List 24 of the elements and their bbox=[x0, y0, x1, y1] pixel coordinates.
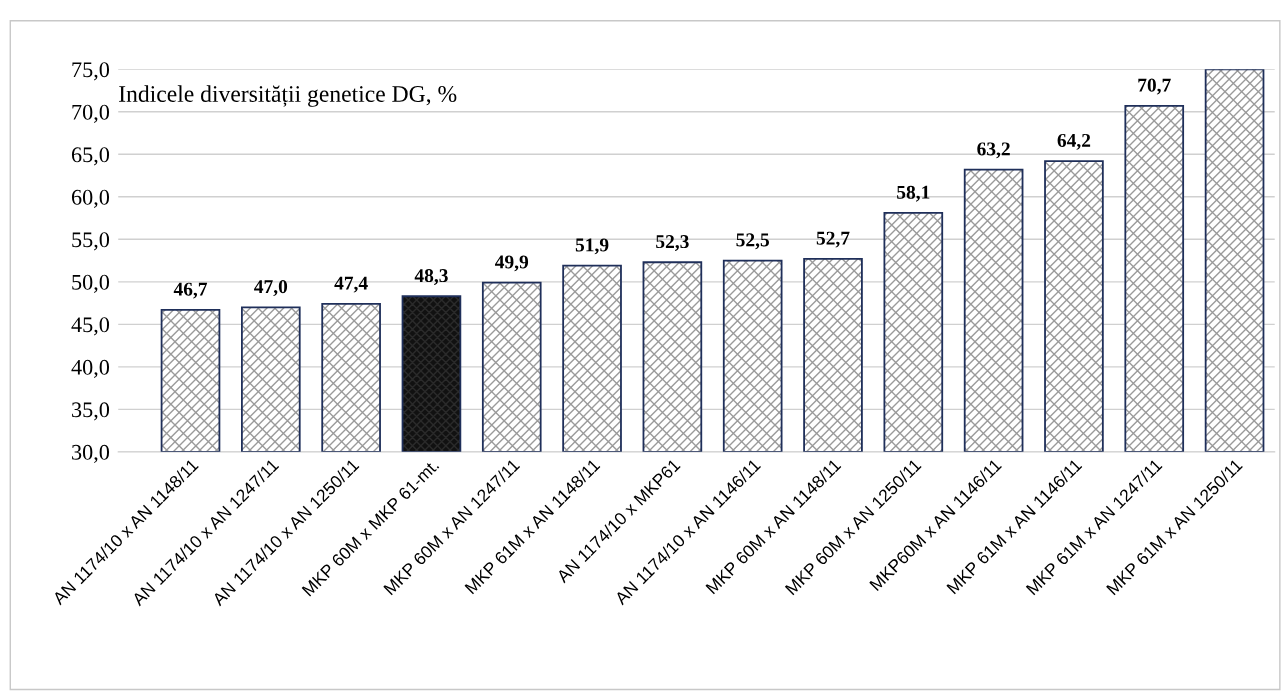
data-label: 52,5 bbox=[736, 233, 769, 250]
data-label: 64,2 bbox=[1057, 133, 1091, 150]
y-tick-label: 45,0 bbox=[71, 317, 110, 336]
y-tick-label: 40,0 bbox=[71, 359, 110, 378]
y-tick-label: 70,0 bbox=[72, 104, 110, 123]
data-label: 63,2 bbox=[977, 142, 1010, 159]
y-tick-label: 30,0 bbox=[72, 444, 110, 463]
data-label: 47,4 bbox=[334, 276, 368, 293]
data-label: 52,3 bbox=[656, 235, 689, 251]
data-label: 52,7 bbox=[816, 231, 850, 248]
data-label: 47,0 bbox=[254, 280, 288, 296]
data-label: 46,7 bbox=[173, 282, 208, 299]
y-tick-label: 50,0 bbox=[72, 274, 110, 293]
y-tick-label: 75,0 bbox=[72, 62, 110, 81]
data-label: 70,7 bbox=[1138, 78, 1171, 95]
annotation: Indicele diversității genetice DG, % bbox=[119, 85, 457, 107]
data-label: 58,1 bbox=[897, 185, 930, 202]
data-label: 49,9 bbox=[495, 255, 529, 272]
y-tick-label: 35,0 bbox=[72, 402, 110, 421]
y-tick-label: 55,0 bbox=[72, 232, 110, 251]
y-tick-label: 60,0 bbox=[71, 189, 110, 208]
data-label: 51,9 bbox=[575, 238, 609, 255]
y-tick-label: 65,0 bbox=[71, 147, 110, 166]
data-label: 48,3 bbox=[414, 269, 448, 285]
